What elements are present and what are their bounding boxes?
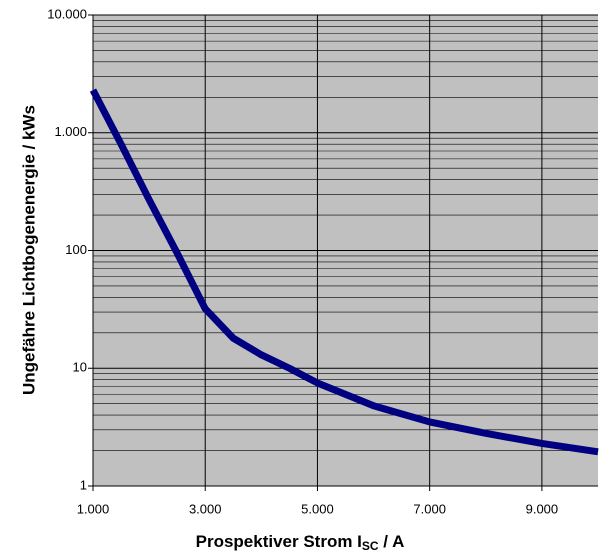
x-tick-label: 7.000 <box>413 501 446 516</box>
x-tick-label: 9.000 <box>526 501 559 516</box>
y-axis-label: Ungefähre Lichtbogenenergie / kWs <box>19 105 38 395</box>
x-tick-label: 1.000 <box>77 501 110 516</box>
x-tick-label: 5.000 <box>301 501 334 516</box>
x-label-text: Prospektiver Strom I <box>196 532 362 551</box>
y-tick-label: 100 <box>65 242 87 257</box>
x-label-text: / A <box>379 532 405 551</box>
y-tick-label: 10 <box>73 360 87 375</box>
x-tick-label: 3.000 <box>189 501 222 516</box>
x-label-subscript: SC <box>362 539 379 553</box>
y-tick-label: 10.000 <box>47 6 87 21</box>
x-axis-label: Prospektiver Strom ISC / A <box>196 532 405 553</box>
y-tick-label: 1.000 <box>54 124 87 139</box>
y-tick-label: 1 <box>80 477 87 492</box>
series-line <box>89 88 599 456</box>
